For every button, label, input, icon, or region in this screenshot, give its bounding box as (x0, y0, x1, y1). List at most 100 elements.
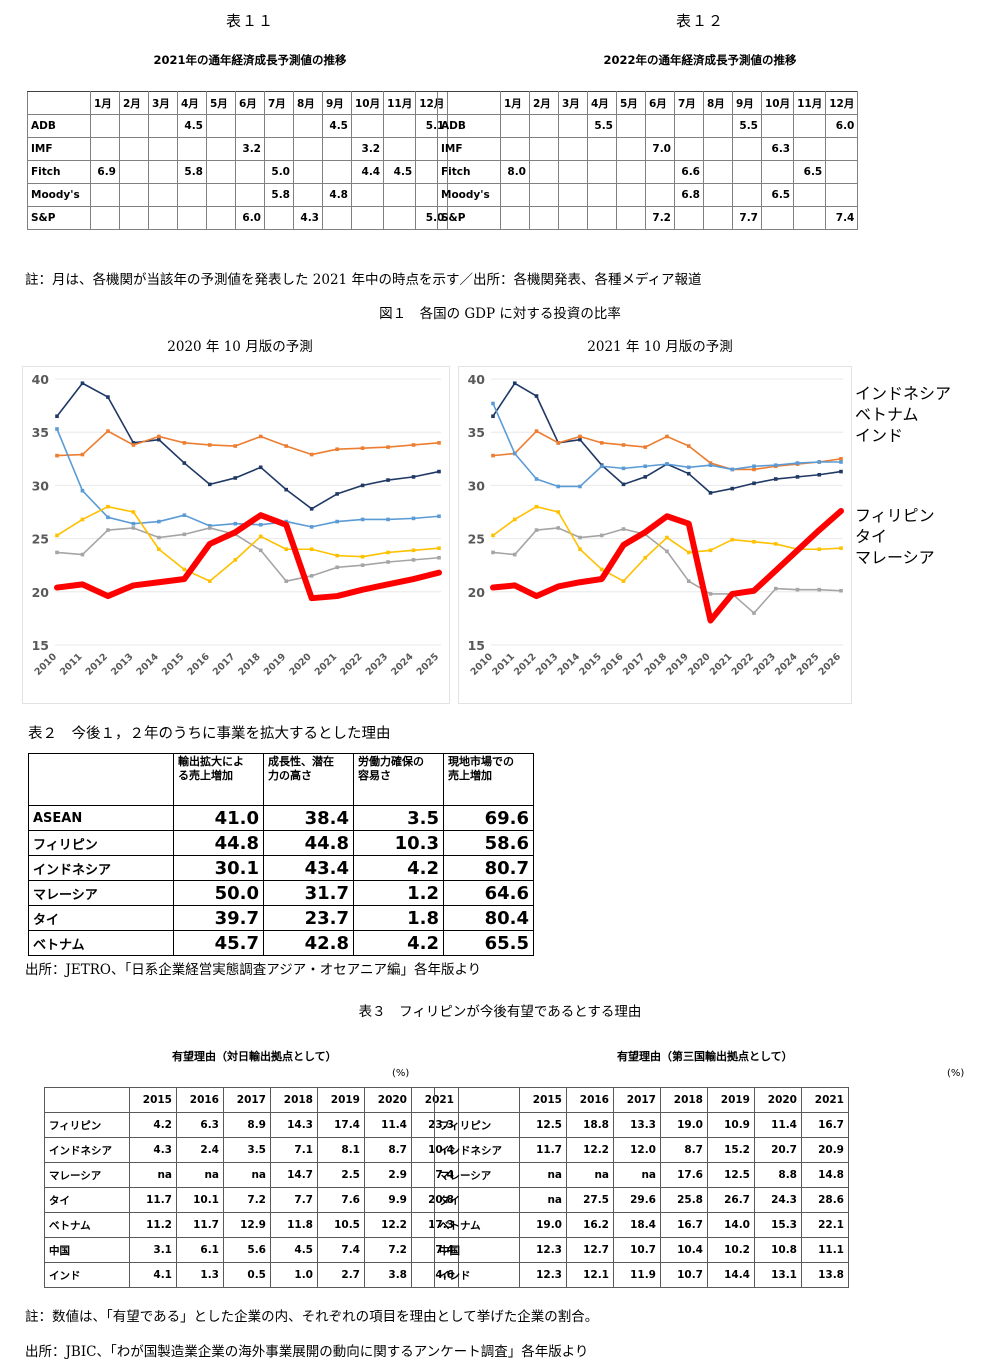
series-point (578, 535, 582, 540)
series-point (157, 535, 161, 540)
table3-right-cell: 28.6 (801, 1187, 849, 1213)
series-point (386, 560, 390, 564)
table3-left-cell: 7.6 (317, 1187, 365, 1213)
series-point (335, 553, 339, 558)
x-axis-label: 2013 (534, 651, 560, 677)
table2-caption: 表２ 今後１，２年のうちに事業を拡大するとした理由 (28, 726, 391, 742)
table-row: Fitch 6.9 5.8 5.0 4.4 4.5 (27, 160, 449, 184)
table3-right-cell: 20.7 (754, 1137, 802, 1163)
table12-cell (529, 206, 559, 230)
y-axis-label: 20 (32, 585, 50, 600)
series-point (686, 444, 691, 448)
table2-cell: 43.4 (263, 855, 354, 881)
figure1-right-title: 2021 年 10 月版の予測 (587, 339, 733, 355)
table3-left-row-label: タイ (44, 1187, 130, 1213)
table12-col-6: 6月 (645, 91, 675, 115)
series-line-インドネシア (56, 382, 440, 510)
table3-right-cell: na (566, 1162, 614, 1188)
table-row: S&P 6.0 4.3 5.0 (27, 206, 449, 230)
series-point (131, 443, 136, 447)
table12-cell (645, 183, 675, 207)
table11-cell: 4.5 (383, 160, 417, 184)
table11-cell (264, 114, 294, 138)
table12-cell (558, 183, 588, 207)
figure1-caption: 図１ 各国の GDP に対する投資の比率 (379, 306, 621, 322)
x-axis-label: 2024 (389, 651, 416, 678)
table3-right-cell: 17.6 (660, 1162, 708, 1188)
table11-cell (383, 183, 417, 207)
table3-right-cell: 18.8 (566, 1112, 614, 1138)
table3-right-cell: 13.1 (754, 1262, 802, 1288)
table12-cell (587, 137, 617, 161)
table3-right-col-1: 2015 (519, 1087, 567, 1113)
table12-cell: 6.5 (760, 183, 795, 207)
table3-right-col-3: 2017 (613, 1087, 661, 1113)
table3-right-cell: 14.0 (707, 1212, 755, 1238)
table12-col-10: 10月 (760, 91, 795, 115)
table3-left-cell: 11.7 (129, 1187, 177, 1213)
table11-header-row: 1月 2月 3月 4月 5月 6月 7月 8月 9月 10月 11月 12月 (27, 91, 449, 115)
table12-cell: 7.2 (645, 206, 675, 230)
series-point (208, 579, 212, 583)
series-point (182, 567, 187, 572)
table11-col-6: 6月 (235, 91, 265, 115)
table-row: インドネシア 4.3 2.4 3.5 7.1 8.1 8.7 10.4 (44, 1137, 459, 1163)
series-point (773, 542, 778, 546)
series-point (386, 478, 390, 482)
table3-right-col-5: 2019 (707, 1087, 755, 1113)
table3-left-cell: 3.5 (223, 1137, 271, 1163)
table12-cell: 6.5 (793, 160, 827, 184)
legend-item-vietnam: ベトナム (855, 405, 919, 424)
table3-left-cell: 8.1 (317, 1137, 365, 1163)
series-point (335, 519, 339, 524)
table3-right-row-label: 中国 (434, 1237, 520, 1263)
table12-cell: 6.8 (674, 183, 704, 207)
table2-col-3: 労働力確保の 容易さ (353, 753, 444, 806)
table11-cell (206, 160, 236, 184)
table2-cell: 42.8 (263, 930, 354, 956)
table12-cell (732, 137, 762, 161)
series-point (106, 429, 110, 433)
series-point (360, 517, 365, 522)
table11-cell (235, 160, 265, 184)
table3-left-cell: 7.2 (223, 1187, 271, 1213)
series-point (665, 549, 669, 554)
table12-cell (616, 160, 646, 184)
table12-col-2: 2月 (529, 91, 559, 115)
table12-cell (558, 114, 588, 138)
table-row: Moody's 5.8 4.8 (27, 183, 449, 207)
series-point (534, 394, 539, 398)
series-point (157, 519, 161, 524)
table3-right-unit: (%) (947, 1068, 965, 1079)
table3-left-row-label: インドネシア (44, 1137, 130, 1163)
table3-right-cell: 13.8 (801, 1262, 849, 1288)
table3-left-col-0 (44, 1087, 130, 1113)
table12-cell (732, 183, 762, 207)
table3-right-row-label: マレーシア (434, 1162, 520, 1188)
x-axis-label: 2024 (773, 651, 800, 678)
series-point (599, 441, 604, 445)
table12-caption: 表１２ (675, 12, 724, 30)
x-axis-label: 2023 (751, 651, 777, 677)
table3-left-cell: 17.4 (317, 1112, 365, 1138)
series-point (437, 469, 441, 474)
table3-left-cell: 10.5 (317, 1212, 365, 1238)
series-line-マレーシア (492, 527, 842, 614)
table3-right-cell: 12.7 (566, 1237, 614, 1263)
table-row: 中国 12.3 12.7 10.7 10.4 10.2 10.8 11.1 (434, 1237, 849, 1263)
table12-cell (645, 160, 675, 184)
table11-row-label: IMF (27, 137, 91, 161)
x-axis-label: 2021 (313, 651, 339, 677)
table12-cell (529, 137, 559, 161)
table2-cell: 65.5 (443, 930, 534, 956)
series-point (80, 452, 85, 457)
series-point (643, 555, 648, 560)
series-point (621, 482, 626, 487)
table3-right-cell: 27.5 (566, 1187, 614, 1213)
table3-left-cell: 10.1 (176, 1187, 224, 1213)
x-axis-label: 2022 (730, 651, 756, 677)
table11-cell (383, 137, 417, 161)
table11-cell (293, 114, 323, 138)
table2-header-row: 輸出拡大によ る売上増加 成長性、潜在 力の高さ 労働力確保の 容易さ 現地市場での 売上増加 (28, 753, 534, 806)
series-point (839, 546, 843, 550)
